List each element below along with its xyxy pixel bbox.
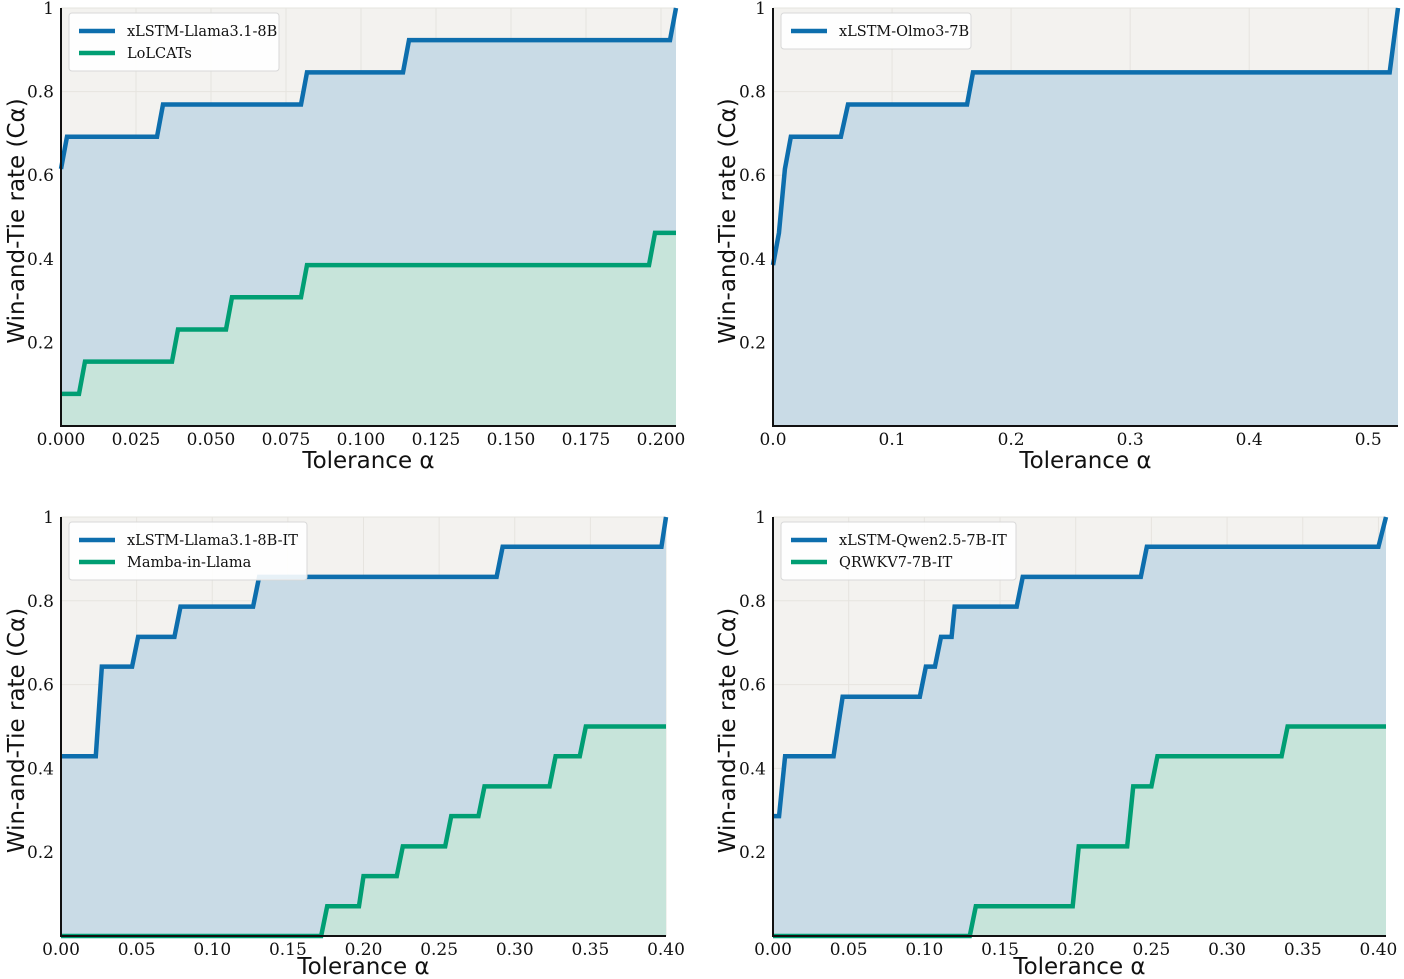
x-tick-label: 0.20: [345, 940, 383, 960]
legend-box: [780, 521, 1017, 581]
series-line-2: [61, 230, 676, 397]
chart-panel-1: 0.000 0.025 0.050 0.075 0.100 0.125 0.150 0.175…: [4, 0, 685, 474]
y-tick-label: 0.4: [739, 759, 766, 779]
y-axis-title: Win-and-Tie rate (Cα): [715, 98, 741, 343]
chart-panel-4: 0.00 0.05 0.10 0.15 0.20 0.25 0.30 0.35 0.40 0.2 0…: [715, 508, 1397, 979]
x-tick-label: 0.40: [647, 940, 685, 960]
x-tick-label: 0.10: [193, 940, 231, 960]
x-tick-label: 0.30: [496, 940, 534, 960]
y-tick-label: 1: [43, 508, 54, 528]
y-tick-label: 0.4: [27, 759, 54, 779]
x-tick-label: 0.025: [112, 430, 161, 450]
y-tick-label: 1: [755, 0, 766, 19]
x-axis-title: Tolerance α: [1012, 954, 1145, 979]
x-tick-label: 0.100: [337, 430, 386, 450]
chart-panel-3: 0.00 0.05 0.10 0.15 0.20 0.25 0.30 0.35 0.40 0.2 0…: [4, 508, 685, 979]
series-line-1: [773, 516, 1389, 819]
chart-panel-2: 0.0 0.1 0.2 0.3 0.4 0.5 0.2 0.4 0.6 0.8 1 Tolerance…: [715, 0, 1401, 474]
legend-label: Mamba-in-Llama: [127, 555, 252, 571]
x-tick-label: 0.075: [262, 430, 311, 450]
y-tick-label: 0.8: [739, 83, 766, 103]
y-tick-label: 0.6: [739, 166, 766, 186]
x-tick-label: 0.10: [905, 940, 943, 960]
y-tick-label: 0.4: [739, 250, 766, 270]
series-line-1: [61, 516, 669, 759]
legend-label: LoLCATs: [127, 46, 192, 62]
x-tick-label: 0.25: [420, 940, 458, 960]
legend-label: xLSTM-Olmo3-7B: [839, 24, 969, 40]
x-tick-label: 0.20: [1057, 940, 1095, 960]
y-tick-label: 0.6: [27, 166, 54, 186]
x-axis-title: Tolerance α: [296, 954, 429, 979]
x-tick-label: 0.2: [998, 430, 1025, 450]
y-tick-label: 0.8: [739, 592, 766, 612]
y-tick-label: 0.2: [27, 333, 54, 353]
x-tick-label: 0.00: [754, 940, 792, 960]
series-line-1: [770, 7, 1401, 266]
x-tick-label: 0.000: [37, 430, 86, 450]
y-tick-label: 0.8: [27, 592, 54, 612]
legend-label: xLSTM-Llama3.1-8B-IT: [127, 533, 298, 549]
y-axis-title: Win-and-Tie rate (Cα): [715, 608, 741, 853]
y-tick-label: 0.2: [27, 843, 54, 863]
x-tick-label: 0.200: [637, 430, 686, 450]
y-axis-title: Win-and-Tie rate (Cα): [4, 608, 30, 853]
x-tick-label: 0.05: [830, 940, 868, 960]
x-tick-label: 0.0: [759, 430, 786, 450]
x-tick-label: 0.05: [118, 940, 156, 960]
y-tick-label: 0.2: [739, 333, 766, 353]
x-axis-title: Tolerance α: [301, 448, 434, 474]
x-tick-label: 0.4: [1236, 430, 1263, 450]
series-fill-2: [773, 726, 1386, 936]
y-tick-label: 0.8: [27, 83, 54, 103]
legend-box: [68, 12, 280, 72]
x-tick-label: 0.125: [412, 430, 461, 450]
legend-label: xLSTM-Llama3.1-8B: [127, 24, 277, 40]
series-fill-1: [773, 8, 1398, 426]
x-tick-label: 0.35: [571, 940, 609, 960]
x-tick-label: 0.175: [562, 430, 611, 450]
x-tick-label: 0.15: [269, 940, 307, 960]
y-tick-label: 1: [755, 508, 766, 528]
y-tick-label: 0.4: [27, 250, 54, 270]
x-tick-label: 0.050: [187, 430, 236, 450]
y-axis-title: Win-and-Tie rate (Cα): [4, 98, 30, 343]
x-tick-label: 0.25: [1132, 940, 1170, 960]
x-tick-label: 0.00: [42, 940, 80, 960]
x-tick-label: 0.40: [1360, 940, 1398, 960]
series-line-2: [61, 724, 666, 939]
x-axis-title: Tolerance α: [1018, 448, 1151, 474]
series-line-2: [773, 724, 1386, 939]
y-tick-label: 0.2: [739, 843, 766, 863]
x-tick-label: 0.30: [1208, 940, 1246, 960]
series-fill-2: [61, 726, 666, 936]
x-tick-label: 0.1: [879, 430, 906, 450]
x-tick-label: 0.35: [1284, 940, 1322, 960]
y-tick-label: 1: [43, 0, 54, 19]
legend-label: xLSTM-Qwen2.5-7B-IT: [839, 533, 1007, 549]
x-tick-label: 0.3: [1117, 430, 1144, 450]
legend-box: [68, 521, 308, 581]
legend-box: [780, 12, 972, 50]
x-tick-label: 0.150: [487, 430, 536, 450]
x-tick-label: 0.15: [981, 940, 1019, 960]
series-line-1: [58, 7, 679, 170]
series-fill-2: [61, 232, 676, 426]
y-tick-label: 0.6: [27, 676, 54, 696]
y-tick-label: 0.6: [739, 676, 766, 696]
x-tick-label: 0.5: [1355, 430, 1382, 450]
legend-label: QRWKV7-7B-IT: [839, 555, 953, 571]
